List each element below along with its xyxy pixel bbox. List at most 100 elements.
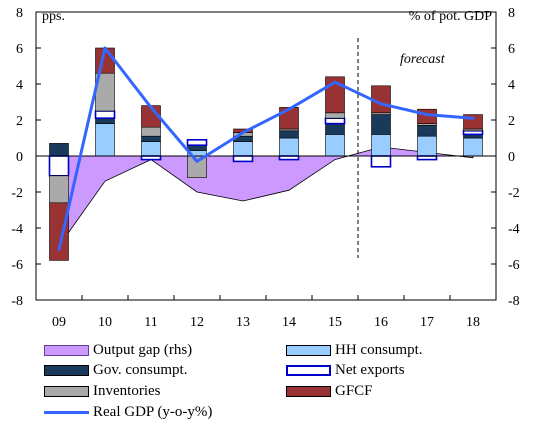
bar-inventories-09	[49, 175, 69, 204]
output-gap-area	[58, 146, 474, 248]
bar-hh-consumpt-16	[371, 134, 391, 157]
real-gdp-point-13	[241, 131, 245, 135]
bar-hh-consumpt-13	[233, 141, 253, 157]
x-tick-label-11: 11	[144, 315, 157, 330]
bar-net-exports-14	[278, 155, 300, 161]
bar-hh-consumpt-17	[417, 135, 437, 157]
real-gdp-point-17	[425, 113, 429, 116]
bar-gov-consumpt-14	[279, 130, 299, 139]
x-tick-label-13: 13	[236, 315, 250, 330]
bar-gov-consumpt-17	[417, 125, 437, 137]
legend-line-real-gdp	[44, 410, 89, 414]
legend-swatch-hh-consumption	[286, 344, 331, 356]
real-gdp-point-15	[333, 80, 337, 84]
x-tick-label-10: 10	[98, 315, 112, 330]
legend-swatch-gfcf	[286, 385, 331, 397]
left-tick-label-2: 2	[16, 114, 23, 129]
right-tick-label-4: 4	[508, 78, 515, 93]
output-gap-area-layer	[58, 146, 474, 248]
axes-layer	[35, 11, 497, 301]
legend-item-real-gdp: Real GDP (y-o-y%)	[44, 402, 212, 422]
left-tick-label--6: -6	[11, 258, 23, 273]
legend: Output gap (rhs) HH consumpt. Gov. consu…	[40, 340, 510, 430]
legend-item-inventories: Inventories	[44, 381, 160, 401]
real-gdp-line	[57, 46, 474, 250]
legend-label-gov-consumption: Gov. consumpt.	[93, 361, 188, 378]
legend-label-real-gdp: Real GDP (y-o-y%)	[93, 403, 213, 420]
bar-net-exports-09	[48, 155, 70, 177]
legend-label-gfcf: GFCF	[335, 382, 373, 399]
left-tick-label-6: 6	[16, 42, 23, 57]
bar-net-exports-11	[140, 155, 162, 161]
chart: pps. % of pot. GDP forecast 8 6 4 2 0 -2 -4 -6 -…	[11, 6, 519, 330]
x-tick-label-09: 09	[52, 315, 66, 330]
right-tick-label--4: -4	[508, 222, 520, 237]
bar-net-exports-15	[324, 117, 346, 125]
left-tick-label-8: 8	[16, 6, 23, 21]
x-tick-label-17: 17	[420, 315, 434, 330]
real-gdp-point-14	[287, 107, 291, 111]
left-tick-label-4: 4	[16, 78, 23, 93]
x-tick-label-18: 18	[466, 315, 480, 330]
bar-hh-consumpt-11	[141, 141, 161, 157]
left-tick-label--2: -2	[11, 186, 23, 201]
bar-net-exports-12	[186, 139, 208, 147]
x-tick-label-12: 12	[190, 315, 204, 330]
left-tick-label-0: 0	[16, 150, 23, 165]
real-gdp-point-09	[57, 248, 61, 252]
right-tick-label-6: 6	[508, 42, 515, 57]
bar-net-exports-10	[94, 110, 116, 119]
bar-inventories-15	[325, 112, 345, 119]
bar-net-exports-13	[232, 155, 254, 163]
right-tick-label-2: 2	[508, 114, 515, 129]
bar-hh-consumpt-18	[463, 137, 483, 157]
legend-item-gfcf: GFCF	[286, 381, 373, 401]
bar-gov-consumpt-09	[49, 143, 69, 157]
legend-item-output-gap: Output gap (rhs)	[44, 340, 192, 360]
legend-label-output-gap: Output gap (rhs)	[93, 341, 193, 358]
bar-gov-consumpt-10	[95, 117, 115, 124]
legend-item-net-exports: Net exports	[286, 360, 405, 380]
x-tick-label-15: 15	[328, 315, 342, 330]
left-tick-label--4: -4	[11, 222, 23, 237]
real-gdp-line-layer	[57, 46, 475, 252]
real-gdp-point-18	[471, 116, 475, 120]
legend-item-hh-consumption: HH consumpt.	[286, 340, 423, 360]
bar-hh-consumpt-15	[325, 134, 345, 157]
right-tick-label-0: 0	[508, 150, 515, 165]
right-tick-label--2: -2	[508, 186, 520, 201]
real-gdp-point-10	[103, 46, 107, 50]
bar-hh-consumpt-14	[279, 137, 299, 157]
legend-label-hh-consumption: HH consumpt.	[335, 341, 423, 358]
stacked-bars-layer	[48, 47, 484, 261]
bar-gov-consumpt-15	[325, 123, 345, 135]
bar-gov-consumpt-16	[371, 114, 391, 135]
legend-swatch-output-gap	[44, 344, 89, 356]
real-gdp-point-11	[149, 106, 153, 109]
bar-net-exports-16	[370, 155, 392, 168]
x-tick-label-16: 16	[374, 315, 388, 330]
bar-hh-consumpt-10	[95, 123, 115, 157]
legend-swatch-net-exports	[286, 364, 331, 376]
bar-gov-consumpt-11	[141, 135, 161, 142]
legend-swatch-inventories	[44, 385, 89, 397]
left-axis-unit: pps.	[42, 9, 65, 24]
right-axis-unit: % of pot. GDP	[409, 9, 492, 24]
right-tick-label-8: 8	[508, 6, 515, 21]
text-layer: pps. % of pot. GDP forecast 8 6 4 2 0 -2 -4 -6 -…	[11, 6, 519, 330]
legend-label-net-exports: Net exports	[335, 361, 405, 378]
legend-item-gov-consumption: Gov. consumpt.	[44, 360, 187, 380]
bar-inventories-11	[141, 126, 161, 137]
forecast-annotation: forecast	[400, 52, 446, 67]
right-tick-label--6: -6	[508, 258, 520, 273]
x-tick-label-14: 14	[282, 315, 296, 330]
legend-label-inventories: Inventories	[93, 382, 161, 399]
bar-gfcf-09	[49, 202, 69, 261]
real-gdp-point-12	[195, 160, 199, 163]
bar-gov-consumpt-12	[187, 144, 207, 151]
left-tick-label--8: -8	[11, 294, 23, 309]
legend-swatch-gov-consumption	[44, 364, 89, 376]
real-gdp-point-16	[379, 102, 383, 106]
right-tick-label--8: -8	[508, 294, 520, 309]
bar-net-exports-17	[416, 155, 438, 161]
